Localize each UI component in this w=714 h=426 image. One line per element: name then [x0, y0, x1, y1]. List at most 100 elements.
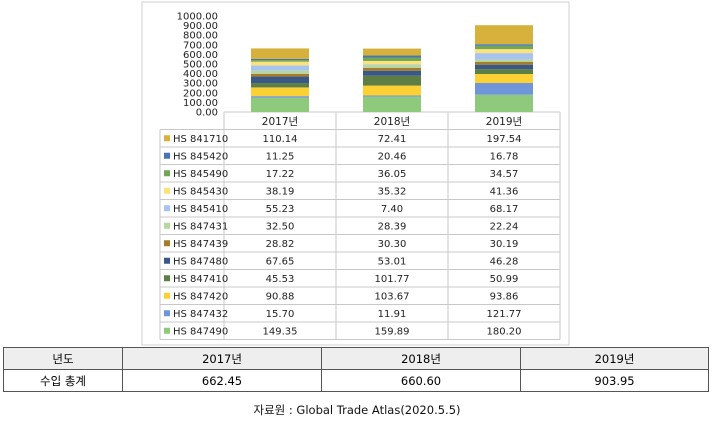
bar-segment — [363, 65, 421, 68]
bar-segment — [363, 64, 421, 66]
y-tick-label: 300.00 — [183, 79, 218, 90]
data-cell-value: 110.14 — [263, 134, 298, 145]
legend-swatch — [164, 275, 170, 282]
legend-swatch — [164, 327, 170, 334]
bar-segment — [363, 70, 421, 76]
series-name: HS 847410 — [173, 274, 228, 285]
bar-segment — [363, 95, 421, 97]
series-name: HS 845420 — [173, 151, 228, 162]
summary-total-2017: 662.45 — [122, 369, 322, 392]
data-cell-value: 30.30 — [378, 239, 407, 250]
data-cell-value: 197.54 — [487, 134, 522, 145]
bar-segment — [363, 67, 421, 71]
data-cell-value: 101.77 — [375, 274, 410, 285]
data-cell-value: 15.70 — [266, 309, 295, 320]
series-name: HS 847480 — [173, 256, 228, 267]
data-cell-value: 34.57 — [490, 169, 519, 180]
data-cell-value: 53.01 — [378, 256, 407, 267]
bar-segment — [363, 57, 421, 61]
data-cell-value: 67.65 — [266, 256, 295, 267]
data-cell-value: 22.24 — [490, 221, 519, 232]
y-axis-ticks: 0.00100.00200.00300.00400.00500.00600.00… — [177, 12, 218, 119]
bar-segment — [363, 96, 421, 112]
data-cell-value: 45.53 — [266, 274, 295, 285]
legend-swatch — [164, 292, 170, 299]
summary-row-label: 수입 총계 — [3, 369, 123, 392]
summary-header-2018: 2018년 — [321, 347, 521, 370]
bar-segment — [251, 96, 309, 98]
data-cell-value: 20.46 — [378, 151, 407, 162]
data-cell-value: 93.86 — [490, 291, 519, 302]
category-label: 2018년 — [374, 116, 410, 128]
bar-segment — [251, 97, 309, 112]
bar-segment — [475, 83, 533, 95]
data-cell-value: 41.36 — [490, 186, 519, 197]
legend-swatch — [164, 152, 170, 159]
bar-segment — [251, 61, 309, 66]
legend-swatch — [164, 310, 170, 317]
stacked-bars — [251, 25, 533, 112]
source-note: 자료원 : Global Trade Atlas(2020.5.5) — [253, 403, 461, 417]
y-tick-label: 900.00 — [183, 21, 218, 32]
data-cell-value: 159.89 — [375, 326, 410, 337]
data-cell-value: 121.77 — [487, 309, 522, 320]
series-name: HS 847432 — [173, 309, 228, 320]
data-cell-value: 28.39 — [378, 221, 407, 232]
summary-total-row: 수입 총계 662.45 660.60 903.95 — [3, 369, 709, 392]
legend-swatch — [164, 187, 170, 194]
summary-header-row: 년도 2017년 2018년 2019년 — [3, 347, 709, 370]
legend-swatch — [164, 222, 170, 229]
y-tick-label: 600.00 — [183, 50, 218, 61]
data-cell-value: 11.91 — [378, 309, 407, 320]
data-cell-value: 90.88 — [266, 291, 295, 302]
chart: 0.00100.00200.00300.00400.00500.00600.00… — [141, 1, 570, 346]
summary-header-label: 년도 — [3, 347, 123, 370]
bar-segment — [475, 44, 533, 46]
bar-segment — [251, 76, 309, 84]
bar-segment — [251, 70, 309, 74]
legend-swatch — [164, 170, 170, 177]
legend-swatch — [164, 135, 170, 142]
data-cell-value: 68.17 — [490, 204, 519, 215]
bar-segment — [475, 61, 533, 65]
summary-header-2019: 2019년 — [520, 347, 709, 370]
summary-total-2018: 660.60 — [321, 369, 521, 392]
summary-total-2019: 903.95 — [520, 369, 709, 392]
data-cell-value: 103.67 — [375, 291, 410, 302]
series-name: HS 845430 — [173, 186, 228, 197]
series-name: HS 841710 — [173, 134, 228, 145]
summary-table: 년도 2017년 2018년 2019년 수입 총계 662.45 660.60… — [3, 347, 709, 392]
bar-segment — [475, 69, 533, 75]
bar-segment — [251, 65, 309, 71]
bar-segment — [475, 94, 533, 112]
data-cell-value: 17.22 — [266, 169, 295, 180]
series-name: HS 847490 — [173, 326, 228, 337]
bar-segment — [475, 45, 533, 50]
bar-segment — [363, 48, 421, 56]
bar-segment — [363, 60, 421, 65]
bar-segment — [251, 58, 309, 61]
data-cell-value: 32.50 — [266, 221, 295, 232]
series-name: HS 847439 — [173, 239, 228, 250]
data-cell-value: 28.82 — [266, 239, 295, 250]
y-tick-label: 800.00 — [183, 31, 218, 42]
data-cell-value: 11.25 — [266, 151, 295, 162]
y-tick-label: 0.00 — [196, 108, 218, 119]
legend-swatch — [164, 205, 170, 212]
series-name: HS 845490 — [173, 169, 228, 180]
bar-segment — [363, 75, 421, 86]
bar-segment — [475, 25, 533, 45]
bar-segment — [475, 74, 533, 84]
legend-swatch — [164, 240, 170, 247]
bar-segment — [475, 59, 533, 62]
bar-segment — [363, 85, 421, 96]
data-cell-value: 46.28 — [490, 256, 519, 267]
bar-segment — [251, 83, 309, 88]
data-cell-value: 72.41 — [378, 134, 407, 145]
bar-segment — [363, 55, 421, 58]
series-name: HS 847431 — [173, 221, 228, 232]
data-cell-value: 36.05 — [378, 169, 407, 180]
bar-segment — [251, 48, 309, 59]
data-cell-value: 55.23 — [266, 204, 295, 215]
data-cell-value: 38.19 — [266, 186, 295, 197]
